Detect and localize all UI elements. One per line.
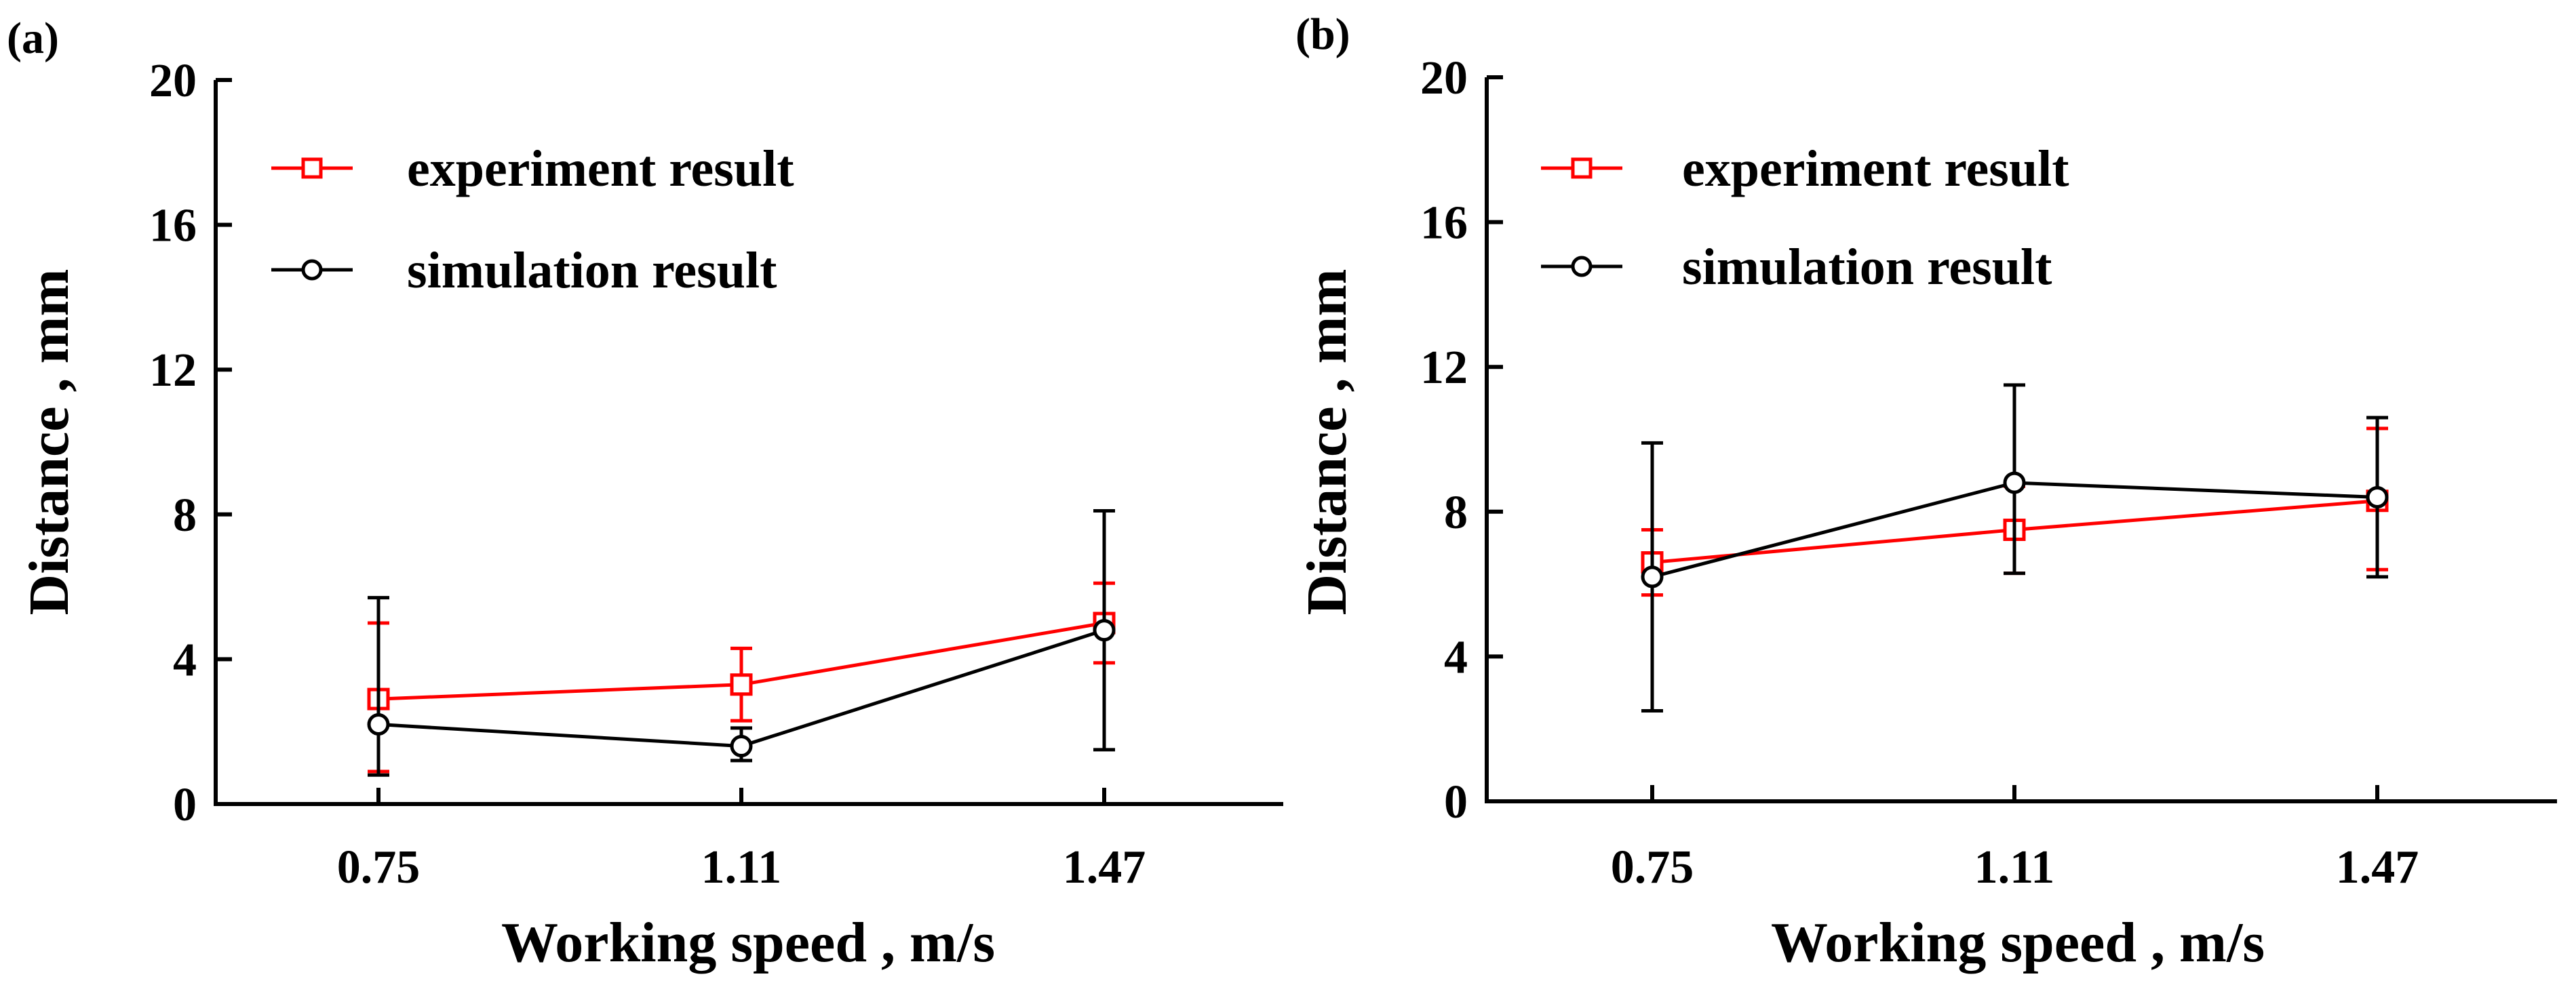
panel-a-legend-simulation-label: simulation result (407, 242, 777, 299)
panel-b-ytick-label: 20 (1420, 52, 1468, 104)
panel-b-y-axis-label: Distance , mm (1295, 269, 1359, 616)
panel-a-legend-experiment-marker (301, 157, 323, 179)
panel-a-yticks: 0 4 8 12 16 20 (149, 55, 232, 831)
panel-b-xticks: 0.75 1.11 1.47 (1611, 785, 2419, 894)
panel-b-xtick-label: 1.11 (1974, 841, 2055, 894)
panel-b-simulation-point (2003, 471, 2026, 494)
panel-b-ytick-label: 4 (1444, 631, 1468, 683)
panel-b-legend-experiment-label: experiment result (1682, 140, 2069, 197)
panel-a-legend: experiment result simulation result (271, 140, 794, 299)
panel-a-ytick-label: 8 (173, 489, 197, 542)
panel-a-legend-experiment-label: experiment result (407, 140, 794, 197)
panel-a-ytick-label: 0 (173, 779, 197, 831)
panel-a-simulation-point (367, 713, 390, 736)
panel-b-ytick-label: 16 (1420, 197, 1468, 249)
panel-a-ytick-label: 20 (149, 55, 197, 107)
panel-b-simulation-point (1641, 565, 1664, 588)
panel-b-yticks: 0 4 8 12 16 20 (1420, 52, 1503, 828)
panel-b-legend-simulation-marker (1571, 256, 1593, 277)
panel-b: (b) 0 4 8 12 16 20 0.75 1.11 1.47 Distance , mm… (1295, 9, 2557, 974)
panel-b-simulation-point (2366, 485, 2389, 508)
panel-b-xtick-label: 1.47 (2336, 841, 2419, 894)
panel-a-experiment-point (730, 673, 753, 696)
panel-a-legend-simulation-marker (301, 259, 323, 281)
panel-b-marks (1641, 383, 2389, 713)
panel-a-label: (a) (7, 14, 59, 63)
panel-a-xticks: 0.75 1.11 1.47 (337, 788, 1146, 894)
panel-a-ytick-label: 4 (173, 634, 197, 686)
panel-a: (a) 0 4 8 12 16 20 0.75 1.11 1.47 Distance , mm… (7, 14, 1283, 974)
panel-b-ytick-label: 8 (1444, 487, 1468, 539)
panel-b-label: (b) (1295, 9, 1350, 59)
panel-a-xtick-label: 0.75 (337, 841, 421, 894)
panel-a-xtick-label: 1.47 (1063, 841, 1146, 894)
panel-b-legend-experiment-marker (1571, 157, 1593, 179)
panel-b-legend: experiment result simulation result (1541, 140, 2069, 296)
panel-b-ytick-label: 12 (1420, 342, 1468, 394)
panel-b-legend-simulation-label: simulation result (1682, 239, 2052, 296)
panel-a-simulation-point (1093, 619, 1116, 642)
panel-a-marks (367, 508, 1116, 777)
panel-a-y-axis-label: Distance , mm (18, 269, 81, 616)
panel-a-x-axis-label: Working speed , m/s (501, 911, 995, 974)
panel-b-xtick-label: 0.75 (1611, 841, 1694, 894)
panel-a-simulation-point (730, 735, 753, 758)
panel-a-xtick-label: 1.11 (701, 841, 782, 894)
panel-b-ytick-label: 0 (1444, 776, 1468, 828)
panel-a-ytick-label: 12 (149, 344, 197, 397)
panel-b-x-axis-label: Working speed , m/s (1771, 911, 2265, 974)
panel-a-ytick-label: 16 (149, 200, 197, 252)
